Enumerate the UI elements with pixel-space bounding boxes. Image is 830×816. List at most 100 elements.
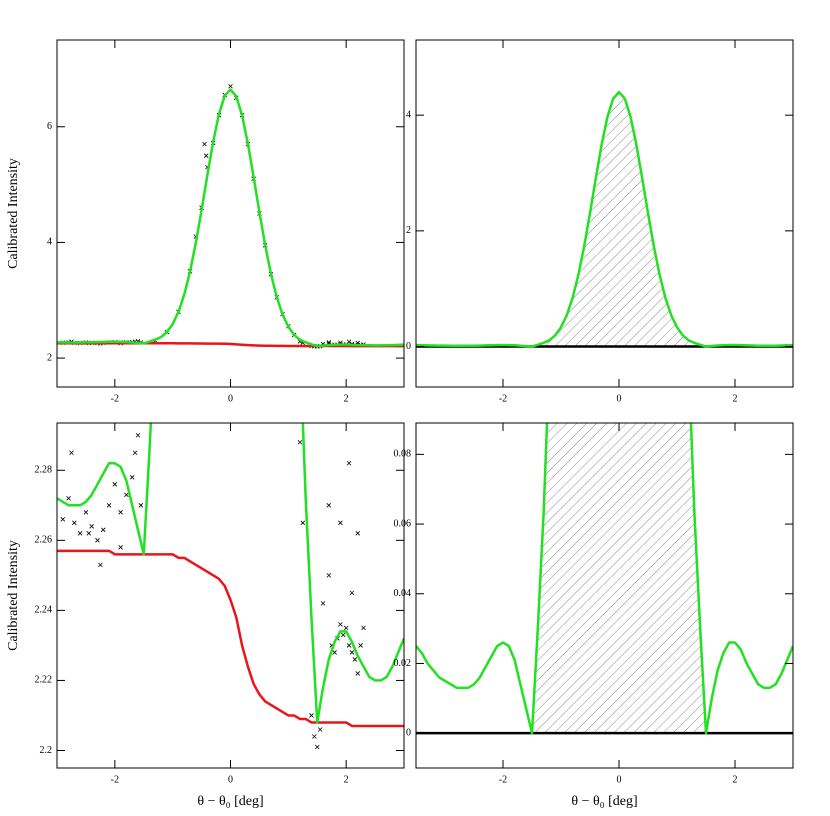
plot-area bbox=[416, 90, 793, 348]
curve bbox=[57, 549, 404, 728]
data-point bbox=[338, 622, 343, 627]
data-point bbox=[95, 538, 100, 543]
x-tick-label: 2 bbox=[733, 774, 738, 785]
data-point bbox=[338, 520, 343, 526]
x-tick-label: 2 bbox=[344, 393, 349, 404]
y-axis-title: Calibrated Intensity bbox=[6, 158, 21, 269]
data-point bbox=[60, 517, 66, 522]
data-point bbox=[135, 432, 141, 438]
curve bbox=[57, 341, 404, 348]
data-point bbox=[343, 625, 349, 631]
x-tick-label: 2 bbox=[733, 393, 738, 404]
y-tick-label: 0 bbox=[406, 727, 411, 738]
data-point bbox=[292, 48, 296, 52]
y-tick-label: 0.06 bbox=[394, 518, 412, 529]
panel: -2 0 2 0 2 4 bbox=[406, 39, 794, 404]
y-tick-label: 2.26 bbox=[35, 535, 53, 546]
data-point bbox=[89, 524, 94, 529]
y-tick-label: 0 bbox=[406, 341, 411, 352]
x-tick-label: 0 bbox=[617, 774, 622, 785]
x-tick-label: 2 bbox=[344, 774, 349, 785]
data-point bbox=[118, 510, 123, 515]
axes-frame bbox=[56, 39, 405, 388]
y-tick-label: 2.2 bbox=[40, 745, 53, 756]
y-tick-label: 2.22 bbox=[35, 675, 53, 686]
x-tick-label: -2 bbox=[499, 774, 507, 785]
data-point bbox=[346, 460, 352, 466]
data-point bbox=[66, 496, 71, 501]
data-point bbox=[203, 153, 209, 158]
data-point bbox=[349, 590, 355, 596]
plot-area bbox=[57, 48, 404, 750]
data-point bbox=[202, 141, 207, 147]
data-point bbox=[346, 339, 352, 345]
data-point bbox=[352, 657, 358, 662]
hatched-area bbox=[532, 92, 706, 347]
data-point bbox=[326, 573, 332, 578]
y-tick-label: 0.08 bbox=[394, 449, 412, 460]
curve bbox=[57, 88, 404, 348]
curve bbox=[416, 90, 793, 348]
y-tick-label: 2 bbox=[406, 225, 411, 236]
data-point bbox=[98, 562, 103, 568]
data-point bbox=[355, 671, 361, 676]
data-point bbox=[132, 450, 138, 456]
data-point bbox=[358, 643, 363, 648]
data-point bbox=[332, 650, 337, 655]
y-axis-title: Calibrated Intensity bbox=[6, 540, 21, 651]
panel: -2 0 2 2.2 2.22 2.24 2.26 2.28 Calibrated Intens… bbox=[6, 48, 405, 809]
curve bbox=[416, 423, 793, 735]
plot-area bbox=[57, 83, 404, 349]
data-point bbox=[112, 482, 118, 487]
axes-frame bbox=[415, 422, 794, 769]
hatched-area bbox=[532, 423, 706, 734]
data-point bbox=[77, 531, 83, 536]
y-tick-label: 4 bbox=[406, 109, 411, 120]
x-axis-title: θ − θ₀ [deg] bbox=[197, 794, 263, 809]
data-point bbox=[228, 83, 233, 89]
data-point bbox=[340, 632, 346, 638]
x-tick-label: -2 bbox=[111, 774, 119, 785]
data-point bbox=[312, 734, 317, 739]
data-point bbox=[100, 527, 106, 533]
y-tick-label: 2.28 bbox=[35, 465, 53, 476]
data-point bbox=[361, 625, 366, 631]
data-point bbox=[300, 520, 306, 526]
data-point bbox=[326, 503, 332, 508]
data-point bbox=[129, 475, 135, 480]
data-point bbox=[317, 727, 323, 732]
axes-frame bbox=[415, 39, 794, 388]
data-point bbox=[86, 531, 92, 536]
x-tick-label: 0 bbox=[228, 393, 233, 404]
data-point bbox=[106, 503, 112, 508]
panel: -2 0 2 2 4 6 Calibrated Intensity bbox=[6, 39, 405, 404]
data-point bbox=[153, 398, 157, 402]
data-point bbox=[72, 520, 77, 526]
y-tick-label: 2.24 bbox=[35, 605, 53, 616]
y-tick-label: 2 bbox=[47, 352, 52, 363]
data-point bbox=[349, 650, 355, 655]
x-tick-label: -2 bbox=[499, 393, 507, 404]
data-point bbox=[69, 450, 74, 456]
data-point bbox=[309, 713, 314, 718]
y-tick-label: 4 bbox=[47, 237, 52, 248]
x-tick-label: 0 bbox=[617, 393, 622, 404]
curve bbox=[57, 423, 404, 724]
data-point bbox=[320, 601, 326, 606]
y-tick-label: 0.02 bbox=[394, 658, 412, 669]
axes-frame bbox=[56, 422, 405, 769]
data-point bbox=[138, 503, 144, 508]
panel: -2 0 2 0 0.02 0.04 0.06 0.08 θ − θ₀ [deg] bbox=[394, 422, 794, 809]
x-tick-label: 0 bbox=[228, 774, 233, 785]
data-point bbox=[355, 531, 361, 536]
data-point bbox=[83, 510, 89, 515]
plot-area bbox=[416, 423, 793, 735]
data-point bbox=[124, 492, 129, 498]
x-axis-title: θ − θ₀ [deg] bbox=[571, 794, 637, 809]
data-point bbox=[346, 643, 352, 648]
y-tick-label: 6 bbox=[47, 121, 52, 132]
data-point bbox=[118, 545, 123, 550]
y-tick-label: 0.04 bbox=[394, 588, 412, 599]
data-point bbox=[297, 439, 303, 445]
